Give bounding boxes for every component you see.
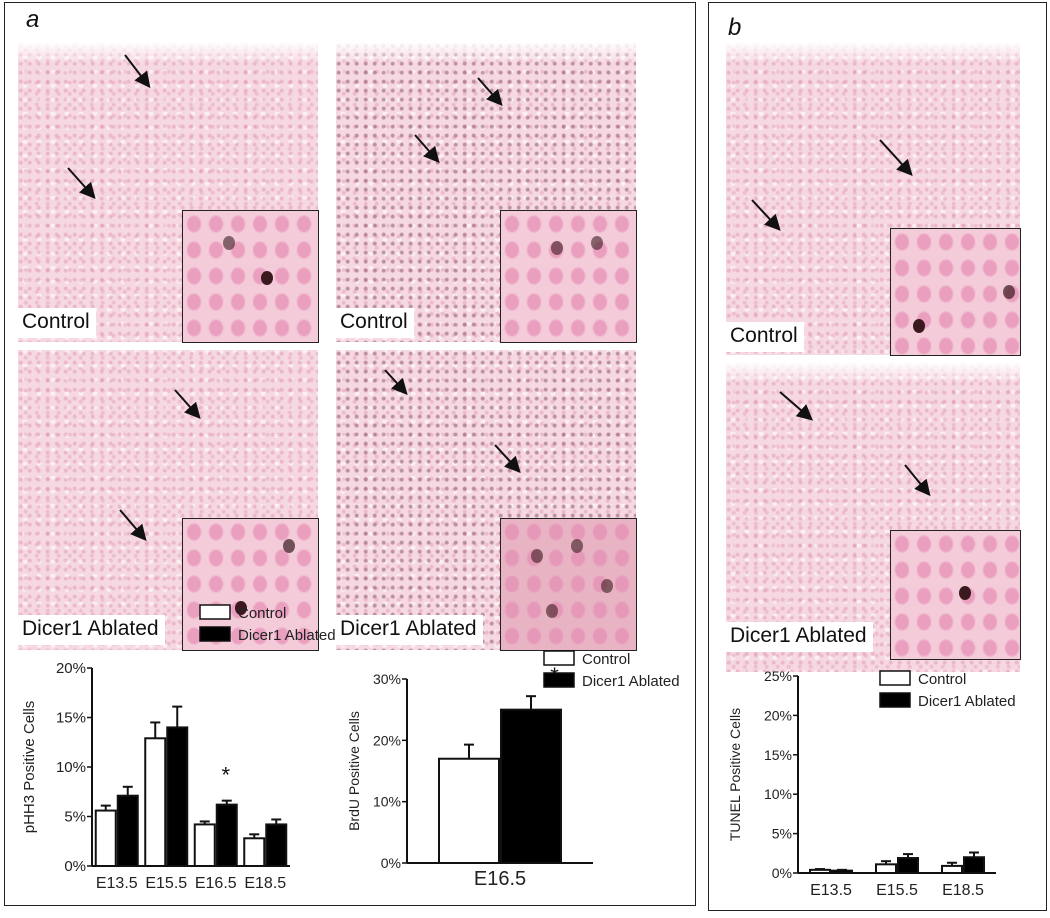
bar [193,823,216,867]
y-axis-label: BrdU Positive Cells [346,711,362,831]
arrow-icon [384,369,408,395]
y-tick-label: 20% [764,707,792,723]
y-tick-label: 0% [64,858,86,875]
y-tick-label: 0% [381,855,401,871]
arrow-icon [414,134,440,164]
bar [941,864,963,875]
panel-b [708,2,1047,911]
arrow-icon [779,391,814,421]
bar [144,737,167,867]
inset-brdu-ablated [500,518,637,651]
legend-swatch [199,626,231,642]
x-tick-label: E15.5 [876,882,918,899]
bar [94,809,117,867]
panel-a [4,2,696,906]
x-tick-label: E16.5 [474,868,526,890]
arrow-icon [494,444,521,473]
arrow-icon [124,54,151,89]
bar [875,863,897,874]
inset-tunel-control [890,228,1021,356]
arrow-icon [879,139,913,176]
y-axis-label: TUNEL Positive Cells [727,708,743,841]
label-ablated: Dicer1 Ablated [336,615,483,645]
bar [215,803,238,867]
significance-marker: * [221,763,230,788]
y-tick-label: 15% [56,710,86,727]
bar [265,823,288,867]
legend-label: Dicer1 Ablated [582,673,680,690]
legend-swatch [543,672,575,688]
legend-swatch [199,604,231,620]
bar [963,856,985,874]
panel-label-b: b [728,14,742,41]
bar [438,757,500,865]
legend-swatch [543,650,575,666]
bar [897,857,919,875]
panel-label-a: a [26,6,40,33]
arrow-icon [119,509,147,542]
bar [831,869,853,874]
legend-label: Dicer1 Ablated [918,693,1016,710]
y-tick-label: 0% [772,865,792,881]
legend-swatch [879,692,911,708]
arrow-icon [477,77,503,107]
inset-tunel-ablated [890,530,1021,660]
y-tick-label: 10% [764,786,792,802]
x-tick-label: E13.5 [810,882,852,899]
label-control: Control [726,322,804,352]
label-control: Control [18,308,96,338]
arrow-icon [904,464,931,497]
y-tick-label: 20% [373,732,401,748]
y-tick-label: 10% [373,794,401,810]
arrow-icon [751,199,781,231]
x-tick-label: E15.5 [145,875,187,892]
legend-label: Control [582,651,630,668]
x-tick-label: E18.5 [942,882,984,899]
legend-swatch [879,670,911,686]
bar [500,708,562,865]
label-control: Control [336,308,414,338]
bar [166,726,189,868]
legend-label: Control [918,671,966,688]
legend-label: Dicer1 Ablated [238,627,336,644]
y-axis-label: pHH3 Positive Cells [21,701,38,834]
arrow-icon [174,389,201,419]
y-tick-label: 10% [56,759,86,776]
arrow-icon [67,167,96,199]
y-tick-label: 20% [56,660,86,677]
bar [243,837,266,868]
bar [809,868,831,875]
y-tick-label: 15% [764,747,792,763]
label-ablated: Dicer1 Ablated [726,622,873,652]
y-tick-label: 5% [772,826,792,842]
x-tick-label: E13.5 [96,875,138,892]
x-tick-label: E18.5 [244,875,286,892]
legend-label: Control [238,605,286,622]
label-ablated: Dicer1 Ablated [18,615,165,645]
bar [116,794,139,868]
inset-phh3-control [182,210,319,343]
y-tick-label: 5% [64,809,86,826]
y-tick-label: 25% [764,668,792,684]
inset-brdu-control [500,210,637,343]
y-tick-label: 30% [373,671,401,687]
x-tick-label: E16.5 [195,875,237,892]
